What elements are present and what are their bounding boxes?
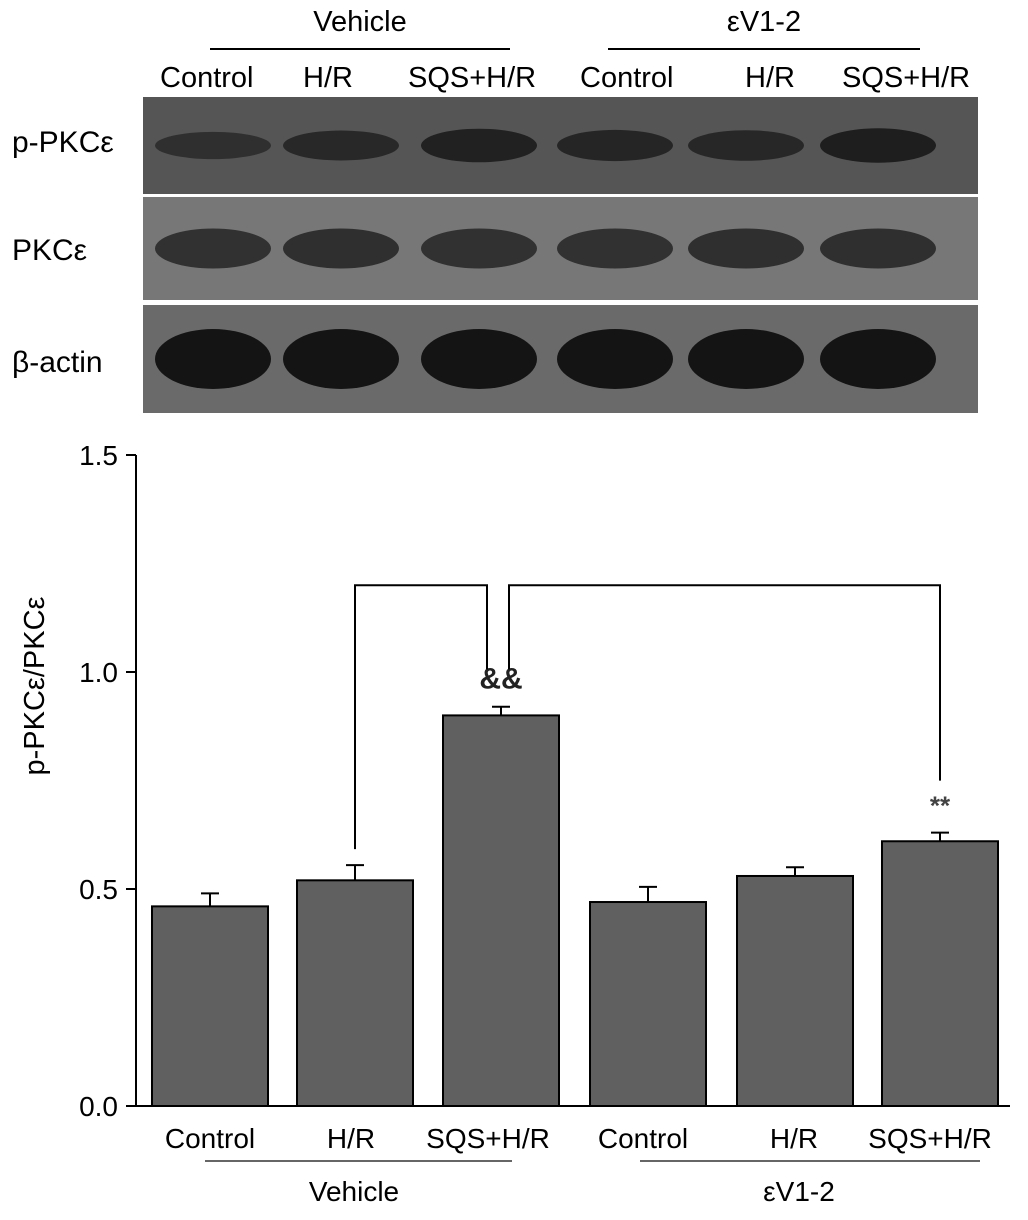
x-tick-label: Control [165,1123,255,1154]
x-tick-label: SQS+H/R [426,1123,550,1154]
group-label-ev12: εV1-2 [763,1176,835,1207]
blot-row-label-p-pkce: p-PKCε [12,126,114,159]
blot-group-label-vehicle: Vehicle [313,6,407,38]
blot-band [820,329,936,389]
blot-band [421,228,537,269]
blot-band [155,329,271,389]
blot-band [688,329,804,389]
bar [589,901,707,1107]
bar [442,714,560,1107]
blot-separator [143,302,978,305]
blot-band [557,129,673,162]
blot-band [688,130,804,161]
bar [736,874,854,1108]
blot-lane-label: Control [160,62,254,94]
blot-row-label-pkce: PKCε [12,234,88,267]
blot-band [283,130,399,161]
bar [296,879,414,1107]
significance-label: ** [930,791,951,821]
x-tick-label: Control [598,1123,688,1154]
blot-band [421,128,537,163]
blot-band [820,128,936,163]
blot-band [155,131,271,160]
y-tick-label: 1.0 [79,657,118,688]
blot-group-label-ev12: εV1-2 [726,6,802,38]
blot-lane-label: SQS+H/R [408,62,537,94]
blot-image [143,97,978,413]
y-tick-label: 0.0 [79,1091,118,1122]
bar-chart: p-PKCε/PKCε 0.0 0.5 1.0 1.5 && ** Control H/R… [19,440,1010,1207]
comparison-bracket [354,584,488,850]
blot-group-line-ev12 [608,48,920,50]
blot-separator [143,194,978,197]
blot-band [155,228,271,269]
x-tick-label: H/R [770,1123,818,1154]
blot-band [421,329,537,389]
blot-band [820,228,936,269]
significance-label: && [479,663,522,696]
y-tick-label: 1.5 [79,440,118,471]
blot-lane-label: H/R [303,62,353,94]
blot-lane-label: Control [580,62,674,94]
blot-band [283,228,399,269]
blot-group-line-vehicle [210,48,510,50]
bar [881,840,999,1107]
blot-band [283,329,399,389]
group-label-vehicle: Vehicle [309,1176,399,1207]
y-tick-label: 0.5 [79,874,118,905]
blot-lane-label: H/R [745,62,795,94]
bar [151,905,269,1107]
blot-lane-label: SQS+H/R [842,62,971,94]
x-tick-label: SQS+H/R [868,1123,992,1154]
blot-band [557,329,673,389]
comparison-bracket [508,584,941,781]
blot-band [557,228,673,269]
blot-band [688,228,804,269]
y-axis-label: p-PKCε/PKCε [19,596,51,775]
x-tick-label: H/R [327,1123,375,1154]
blot-row-label-beta-actin: β-actin [12,346,103,379]
